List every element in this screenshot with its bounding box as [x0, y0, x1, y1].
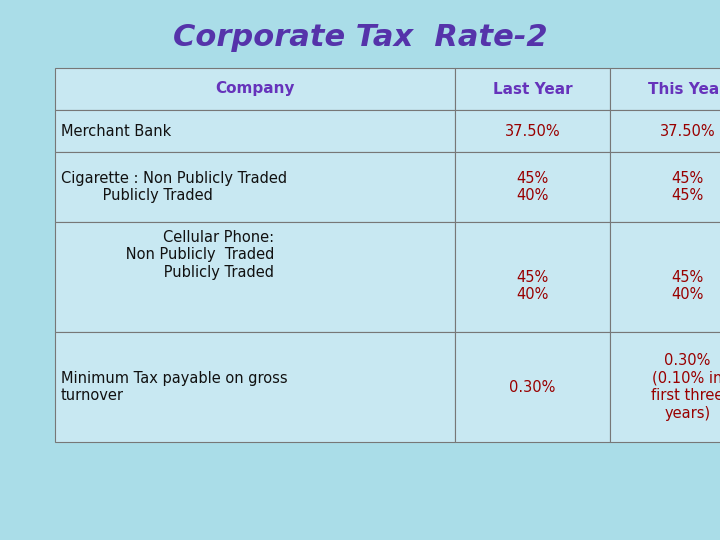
Text: Minimum Tax payable on gross
turnover: Minimum Tax payable on gross turnover [61, 371, 287, 403]
Bar [610, 110, 720, 152]
Bar [610, 332, 720, 442]
Bar [55, 152, 455, 222]
Text: 0.30%: 0.30% [509, 380, 556, 395]
Text: Last Year: Last Year [492, 82, 572, 97]
Bar [610, 68, 720, 110]
Text: 0.30%
(0.10% in
first three
years): 0.30% (0.10% in first three years) [652, 353, 720, 421]
Text: Corporate Tax  Rate-2: Corporate Tax Rate-2 [173, 24, 547, 52]
Bar [610, 222, 720, 332]
Text: Cellular Phone:
              Non Publicly  Traded
              Publicly Traded: Cellular Phone: Non Publicly Traded Publ… [61, 230, 274, 280]
Bar [55, 222, 455, 332]
Bar [455, 110, 610, 152]
Bar [55, 68, 455, 110]
Text: 45%
45%: 45% 45% [671, 171, 703, 203]
Bar [55, 110, 455, 152]
Text: 37.50%: 37.50% [505, 124, 560, 138]
Bar [455, 332, 610, 442]
Bar [55, 332, 455, 442]
Text: Cigarette : Non Publicly Traded
         Publicly Traded: Cigarette : Non Publicly Traded Publicly… [61, 171, 287, 203]
Text: 45%
40%: 45% 40% [516, 252, 549, 302]
Text: This Year: This Year [648, 82, 720, 97]
Bar [455, 222, 610, 332]
Text: 45%
40%: 45% 40% [516, 171, 549, 203]
Text: Merchant Bank: Merchant Bank [61, 124, 171, 138]
Bar [455, 152, 610, 222]
Text: Company: Company [215, 82, 294, 97]
Bar [455, 68, 610, 110]
Text: 37.50%: 37.50% [660, 124, 715, 138]
Bar [610, 152, 720, 222]
Text: 45%
40%: 45% 40% [671, 252, 703, 302]
